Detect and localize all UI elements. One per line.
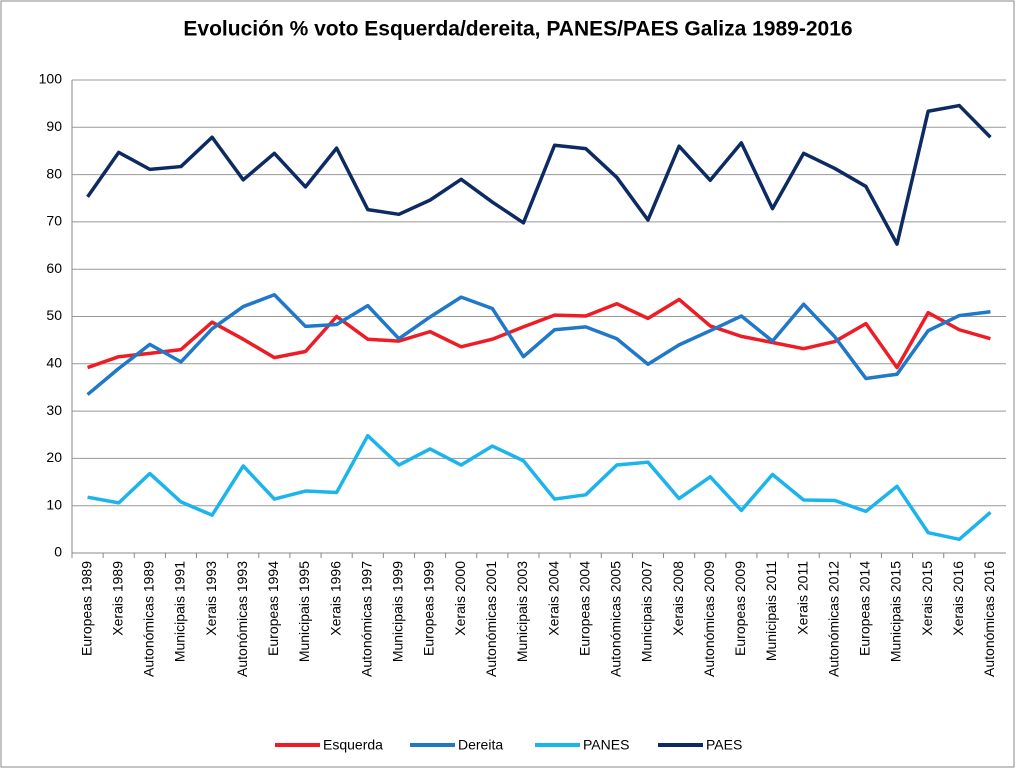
- y-tick-label: 30: [46, 402, 62, 418]
- y-tick-label: 0: [54, 544, 62, 560]
- legend-label: PANES: [583, 737, 629, 753]
- x-tick-label: Europeas 2014: [857, 561, 873, 656]
- x-tick-label: Municipais 1999: [390, 561, 406, 662]
- x-tick-label: Municipais 2007: [639, 561, 655, 662]
- series-line: [86, 297, 991, 370]
- legend-label: Dereita: [458, 737, 503, 753]
- x-tick-label: Municipais 2015: [888, 561, 904, 662]
- series-line: [86, 103, 992, 246]
- y-tick-label: 90: [46, 118, 62, 134]
- x-tick-label: Xerais 1993: [203, 561, 219, 636]
- x-tick-label: Xerais 1996: [327, 561, 343, 636]
- x-tick-label: Europeas 2009: [732, 561, 748, 656]
- x-tick-label: Europeas 2004: [576, 561, 592, 656]
- y-tick-label: 50: [46, 307, 62, 323]
- x-tick-label: Autonómicas 2009: [701, 561, 717, 677]
- x-tick-label: Autonómicas 1993: [234, 561, 250, 677]
- y-tick-label: 10: [46, 496, 62, 512]
- x-tick-label: Xerais 2008: [670, 561, 686, 636]
- x-tick-label: Municipais 2003: [514, 561, 530, 662]
- y-tick-label: 20: [46, 449, 62, 465]
- series-line: [86, 292, 991, 396]
- legend-label: PAES: [706, 737, 742, 753]
- x-tick-label: Europeas 1989: [78, 561, 94, 656]
- chart-title: Evolución % voto Esquerda/dereita, PANES…: [183, 18, 852, 41]
- series-line: [87, 433, 992, 542]
- y-tick-label: 80: [46, 165, 62, 181]
- y-tick-label: 60: [46, 260, 62, 276]
- x-tick-label: Europeas 1994: [265, 561, 281, 656]
- y-tick-label: 40: [46, 355, 62, 371]
- x-tick-label: Municipais 2011: [763, 561, 779, 661]
- y-tick-label: 70: [46, 213, 62, 229]
- x-tick-label: Xerais 2000: [452, 561, 468, 636]
- y-tick-label: 100: [39, 71, 63, 87]
- x-tick-label: Xerais 2016: [950, 561, 966, 636]
- legend-label: Esquerda: [323, 737, 383, 753]
- x-tick-label: Autonómicas 2016: [981, 561, 997, 677]
- x-tick-label: Xerais 2011: [794, 561, 810, 635]
- x-tick-label: Autonómicas 1997: [358, 561, 374, 677]
- x-tick-label: Xerais 2004: [545, 561, 561, 636]
- x-tick-label: Europeas 1999: [421, 561, 437, 656]
- x-tick-label: Autonómicas 2005: [608, 561, 624, 677]
- x-tick-label: Municipais 1991: [172, 561, 188, 662]
- x-tick-label: Autonómicas 2001: [483, 561, 499, 677]
- x-tick-label: Xerais 2015: [919, 561, 935, 636]
- x-tick-label: Municipais 1995: [296, 561, 312, 662]
- x-tick-label: Xerais 1989: [109, 561, 125, 636]
- x-tick-label: Autonómicas 1989: [141, 561, 157, 677]
- x-tick-label: Autonómicas 2012: [825, 561, 841, 677]
